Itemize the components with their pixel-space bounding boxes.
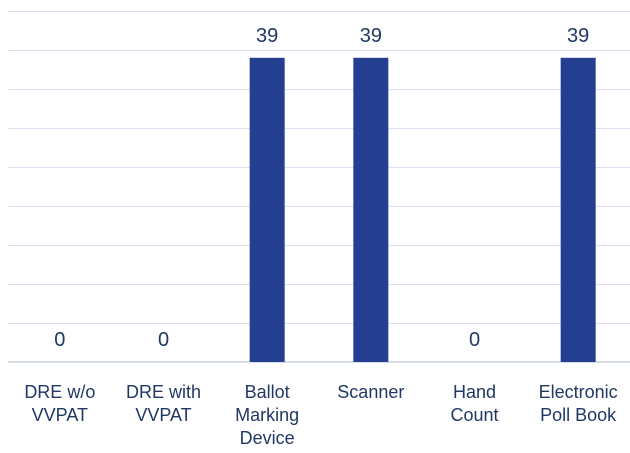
data-label: 39	[360, 25, 382, 47]
category-label-line: VVPAT	[32, 405, 88, 425]
category-label-line: Hand	[453, 382, 496, 402]
category-label: Ballot Marking Device	[235, 382, 299, 448]
bar	[249, 57, 285, 363]
category-label: Electronic Poll Book	[539, 382, 618, 425]
category-label-line: DRE w/o	[24, 382, 95, 402]
chart-data-labels: 0 0 39 39 0 39	[54, 25, 589, 351]
category-label-line: Marking	[235, 405, 299, 425]
data-label: 39	[256, 25, 278, 47]
data-label: 39	[567, 25, 589, 47]
chart-bars	[249, 57, 596, 363]
chart-category-labels: DRE w/o VVPAT DRE with VVPAT Ballot Marking De…	[24, 382, 617, 448]
chart-gridlines	[8, 11, 630, 363]
category-label-line: Ballot	[245, 382, 290, 402]
bar	[353, 57, 389, 363]
data-label: 0	[54, 329, 65, 351]
category-label-line: Scanner	[337, 382, 404, 402]
category-label-line: Electronic	[539, 382, 618, 402]
data-label: 0	[158, 329, 169, 351]
category-label: Hand Count	[450, 382, 498, 425]
category-label: DRE w/o VVPAT	[24, 382, 95, 425]
category-label-line: VVPAT	[135, 405, 191, 425]
category-label-line: Device	[240, 428, 295, 448]
category-label-line: Count	[450, 405, 498, 425]
data-label: 0	[469, 329, 480, 351]
category-label-line: DRE with	[126, 382, 201, 402]
bar	[560, 57, 596, 363]
category-label: DRE with VVPAT	[126, 382, 201, 425]
category-label-line: Poll Book	[540, 405, 617, 425]
category-label: Scanner	[337, 382, 404, 402]
